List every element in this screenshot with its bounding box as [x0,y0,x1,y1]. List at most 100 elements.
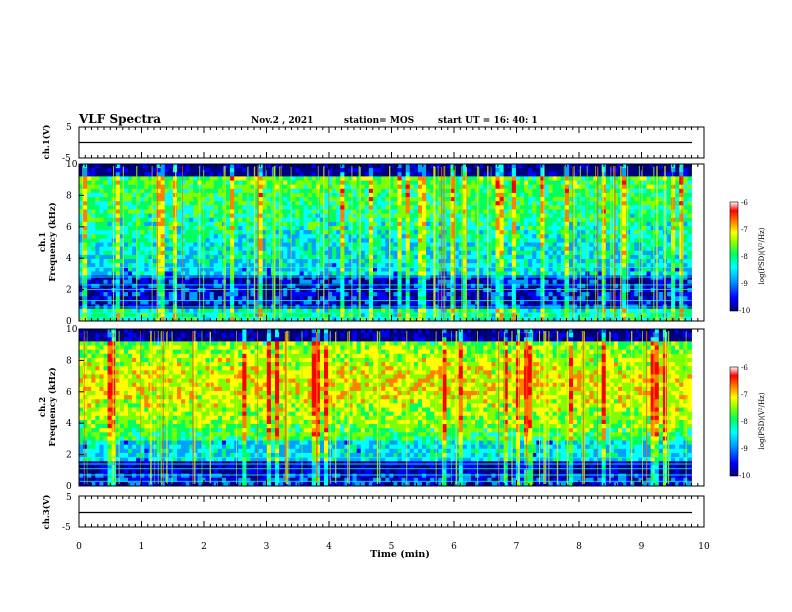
spectrogram-cell [311,197,317,202]
spectrogram-cell [564,287,570,293]
spectrogram-cell [536,263,541,268]
spectrogram-cell [103,267,108,272]
spectrogram-cell [503,221,509,227]
spectrogram-cell [128,287,133,293]
spectrogram-cell [115,271,121,276]
spectrogram-cell [479,168,484,173]
spectrogram-cell [409,205,415,210]
spectrogram-cell [123,217,129,223]
spectrogram-cell [413,176,419,181]
spectrogram-cell [177,271,182,276]
spectrogram-cell [87,312,92,318]
spectrogram-cell [107,259,113,264]
spectrogram-cell [115,230,121,235]
spectrogram-cell [344,180,349,186]
spectrogram-cell [164,296,170,301]
spectrogram-cell [397,184,402,190]
spectrogram-cell [83,250,88,256]
spectrogram-cell [377,197,382,202]
spectrogram-cell [528,308,533,314]
spectrogram-cell [164,188,170,194]
spectrogram-cell [177,197,182,202]
spectrogram-cell [87,234,92,239]
spectrogram-cell [336,263,341,268]
spectrogram-cell [528,271,533,276]
spectrogram-cell [242,250,247,256]
spectrogram-cell [189,168,194,173]
spectrogram-cell [164,250,170,256]
spectrogram-cell [495,308,500,314]
spectrogram-cell [413,254,419,260]
spectrogram-cell [548,164,554,169]
spectrogram-cell [189,176,194,181]
spectrogram-cell [409,259,415,264]
spectrogram-cell [144,234,149,239]
spectrogram-cell [144,225,149,231]
spectrogram-cell [544,164,549,169]
spectrogram-cell [128,217,133,223]
spectrogram-cell [471,296,476,301]
spectrogram-cell [275,172,280,177]
spectrogram-cell [303,188,309,194]
spectrogram-cell [103,217,108,223]
spectrogram-cell [258,246,264,252]
spectrogram-cell [79,279,84,285]
spectrogram-cell [123,267,129,272]
spectrogram-cell [99,308,104,314]
spectrogram-cell [99,197,104,202]
spectrogram-cell [177,259,182,264]
spectrogram-cell [364,279,370,285]
spectrogram-cell [581,197,586,202]
spectrogram-cell [466,242,472,248]
spectrogram-cell [503,217,509,223]
spectrogram-cell [91,213,96,219]
spectrogram-cell [422,213,427,219]
spectrogram-cell [507,168,513,173]
spectrogram-cell [324,246,329,252]
spectrogram-cell [213,259,219,264]
spectrogram-cell [491,217,496,223]
spectrogram-cell [552,230,558,235]
spectrogram-cell [393,180,398,186]
spectrogram-cell [405,271,411,276]
spectrogram-cell [136,217,141,223]
spectrogram-cell [132,279,137,285]
spectrogram-cell [491,213,496,219]
spectrogram-cell [491,259,496,264]
spectrogram-cell [291,230,296,235]
spectrogram-cell [144,192,149,198]
spectrogram-cell [426,246,431,252]
spectrogram-cell [528,279,533,285]
spectrogram-cell [536,168,541,173]
spectrogram-cell [413,292,419,297]
spectrogram-cell [589,197,594,202]
spectrogram-cell [193,234,198,239]
spectrogram-cell [144,172,149,177]
spectrogram-cell [544,259,549,264]
spectrogram-cell [217,263,223,268]
spectrogram-cell [528,197,533,202]
spectrogram-cell [548,209,554,214]
spectrogram-cell [291,292,296,297]
spectrogram-cell [511,197,517,202]
spectrogram-cell [95,275,100,281]
spectrogram-cell [217,279,223,285]
spectrogram-cell [107,230,113,235]
spectrogram-cell [299,209,304,214]
spectrogram-cell [515,275,521,281]
spectrogram-cell [226,254,231,260]
spectrogram-cell [564,279,570,285]
spectrogram-cell [373,205,378,210]
spectrogram-cell [426,250,431,256]
spectrogram-cell [352,180,358,186]
spectrogram-cell [234,205,239,210]
spectrogram-cell [520,213,525,219]
spectrogram-cell [528,180,533,186]
spectrogram-cell [397,242,402,248]
spectrogram-cell [548,188,554,194]
spectrogram-cell [368,238,374,243]
spectrogram-cell [193,250,198,256]
spectrogram-cell [446,176,451,181]
spectrogram-cell [283,308,288,314]
spectrogram-cell [511,230,517,235]
